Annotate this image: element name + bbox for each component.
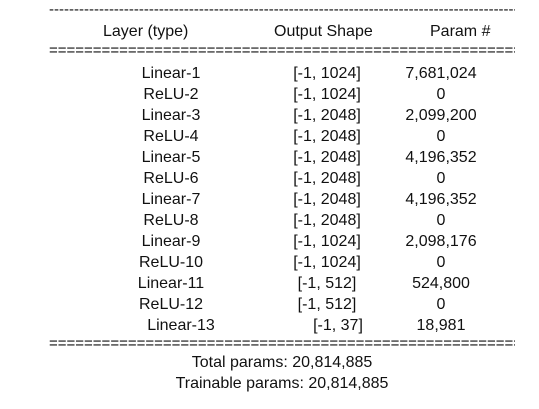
trainable-params: Trainable params: 20,814,885	[175, 375, 389, 392]
double-rule-header: ========================================…	[49, 43, 515, 59]
param-count: 2,098,176	[405, 233, 477, 250]
table-row: Linear-1 [-1, 1024] 7,681,024	[0, 63, 539, 84]
table-row: Linear-7 [-1, 2048] 4,196,352	[0, 189, 539, 210]
layer-name: ReLU-4	[143, 128, 199, 145]
param-count: 2,099,200	[405, 107, 477, 124]
output-shape: [-1, 1024]	[293, 233, 361, 250]
output-shape: [-1, 2048]	[293, 128, 361, 145]
layer-name: Linear-1	[141, 65, 201, 82]
layer-name: ReLU-8	[143, 212, 199, 229]
output-shape: [-1, 1024]	[293, 86, 361, 103]
table-row: ReLU-12 [-1, 512] 0	[0, 294, 539, 315]
output-shape: [-1, 2048]	[293, 149, 361, 166]
layer-name: Linear-9	[141, 233, 201, 250]
output-shape: [-1, 512]	[297, 275, 357, 292]
table-row: Linear-3 [-1, 2048] 2,099,200	[0, 105, 539, 126]
param-count: 0	[436, 212, 446, 229]
layer-name: Linear-13	[147, 317, 215, 334]
table-row: ReLU-10 [-1, 1024] 0	[0, 252, 539, 273]
output-shape: [-1, 512]	[297, 296, 357, 313]
table-row: Linear-13 [-1, 37] 18,981	[0, 315, 539, 336]
param-count: 0	[436, 296, 446, 313]
param-count: 18,981	[416, 317, 466, 334]
param-count: 524,800	[412, 275, 470, 292]
output-shape: [-1, 2048]	[293, 107, 361, 124]
layer-name: ReLU-6	[143, 170, 199, 187]
table-row: Linear-11 [-1, 512] 524,800	[0, 273, 539, 294]
layer-name: Linear-3	[141, 107, 201, 124]
param-count: 4,196,352	[405, 149, 477, 166]
layer-name: Linear-7	[141, 191, 201, 208]
table-row: ReLU-4 [-1, 2048] 0	[0, 126, 539, 147]
output-shape: [-1, 1024]	[293, 254, 361, 271]
table-row: Linear-9 [-1, 1024] 2,098,176	[0, 231, 539, 252]
header-layer-type: Layer (type)	[103, 23, 189, 40]
output-shape: [-1, 1024]	[293, 65, 361, 82]
param-count: 0	[436, 254, 446, 271]
layer-name: ReLU-2	[143, 86, 199, 103]
table-row: ReLU-8 [-1, 2048] 0	[0, 210, 539, 231]
param-count: 0	[436, 86, 446, 103]
output-shape: [-1, 2048]	[293, 170, 361, 187]
header-param-count: Param #	[430, 23, 491, 40]
table-row: ReLU-2 [-1, 1024] 0	[0, 84, 539, 105]
param-count: 0	[436, 128, 446, 145]
header-output-shape: Output Shape	[274, 23, 373, 40]
double-rule-footer: ========================================…	[49, 336, 515, 352]
param-count: 0	[436, 170, 446, 187]
table-row: Linear-5 [-1, 2048] 4,196,352	[0, 147, 539, 168]
total-params: Total params: 20,814,885	[191, 354, 373, 371]
output-shape: [-1, 2048]	[293, 191, 361, 208]
layer-name: ReLU-12	[138, 296, 204, 313]
output-shape: [-1, 37]	[313, 317, 363, 334]
layer-name: Linear-11	[137, 275, 205, 292]
output-shape: [-1, 2048]	[293, 212, 361, 229]
layer-name: Linear-5	[141, 149, 201, 166]
param-count: 4,196,352	[405, 191, 477, 208]
param-count: 7,681,024	[405, 65, 477, 82]
table-row: ReLU-6 [-1, 2048] 0	[0, 168, 539, 189]
layer-name: ReLU-10	[138, 254, 204, 271]
dashed-rule-top: ----------------------------------------…	[49, 2, 515, 18]
